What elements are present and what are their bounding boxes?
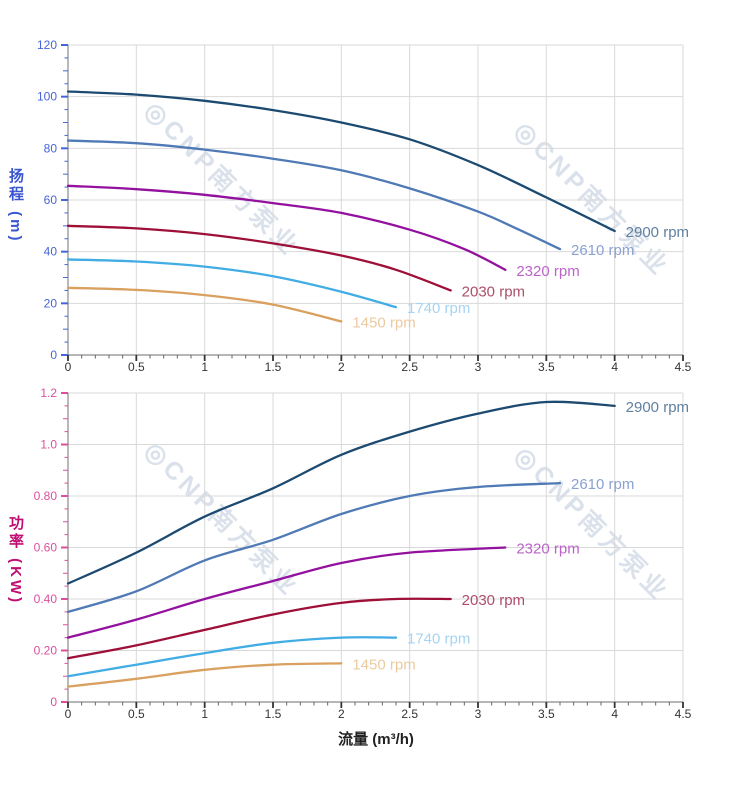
head-series-label-2610-rpm: 2610 rpm [571, 242, 634, 259]
head-axis-title: 扬程 (m) [7, 168, 24, 244]
head-curve-1450-rpm [66, 286, 343, 323]
power-y-tick-label: 1.0 [40, 438, 57, 452]
power-series-label-1450-rpm: 1450 rpm [352, 656, 415, 673]
power-series-label-2610-rpm: 2610 rpm [571, 476, 634, 493]
head-x-tick-label: 4 [611, 360, 618, 374]
head-series-label-1740-rpm: 1740 rpm [407, 300, 470, 317]
head-curve-2030-rpm [66, 224, 452, 292]
head-y-tick-label: 40 [44, 245, 58, 259]
head-curve-2900-rpm [66, 90, 616, 233]
power-x-tick-label: 2 [338, 707, 345, 721]
power-y-tick-label: 0 [50, 695, 57, 709]
head-x-tick-label: 1 [201, 360, 208, 374]
head-curve-2320-rpm [66, 184, 507, 271]
head-x-tick-label: 3 [475, 360, 482, 374]
power-x-tick-label: 0.5 [128, 707, 145, 721]
power-x-tick-label: 1.5 [265, 707, 282, 721]
power-x-tick-label: 1 [201, 707, 208, 721]
power-x-tick-label: 0 [65, 707, 72, 721]
head-y-tick-label: 20 [44, 296, 58, 310]
head-x-tick-label: 2.5 [401, 360, 418, 374]
power-curve-1740-rpm [66, 636, 398, 678]
head-series-label-2030-rpm: 2030 rpm [462, 283, 525, 300]
power-series-label-2320-rpm: 2320 rpm [516, 541, 579, 558]
head-y-tick-label: 100 [37, 90, 57, 104]
head-x-tick-label: 3.5 [538, 360, 555, 374]
power-y-tick-label: 1.2 [40, 386, 57, 400]
power-y-tick-label: 0.80 [34, 489, 58, 503]
power-x-tick-label: 4.5 [675, 707, 692, 721]
head-curve-2610-rpm [66, 139, 562, 251]
power-y-tick-label: 0.20 [34, 644, 58, 658]
power-x-tick-label: 4 [611, 707, 618, 721]
flow-axis-title: 流量 (m³/h) [338, 731, 414, 748]
power-curve-2030-rpm [66, 597, 452, 660]
head-y-tick-label: 60 [44, 193, 58, 207]
power-x-tick-label: 3.5 [538, 707, 555, 721]
power-series-label-2900-rpm: 2900 rpm [626, 399, 689, 416]
head-x-tick-label: 1.5 [265, 360, 282, 374]
power-curve-2900-rpm [66, 400, 616, 585]
head-y-tick-label: 120 [37, 38, 57, 52]
head-x-tick-label: 0 [65, 360, 72, 374]
power-series-label-2030-rpm: 2030 rpm [462, 592, 525, 609]
head-x-tick-label: 2 [338, 360, 345, 374]
power-y-tick-label: 0.40 [34, 592, 58, 606]
power-curve-2320-rpm [66, 546, 507, 639]
head-series-label-1450-rpm: 1450 rpm [352, 314, 415, 331]
head-series-label-2320-rpm: 2320 rpm [516, 263, 579, 280]
head-x-tick-label: 4.5 [675, 360, 692, 374]
power-axis-title: 功率 (KW) [7, 515, 24, 606]
power-series-label-1740-rpm: 1740 rpm [407, 631, 470, 648]
power-curve-1450-rpm [66, 662, 343, 688]
power-curve-2610-rpm [66, 481, 562, 614]
head-y-tick-label: 0 [50, 348, 57, 362]
head-curve-1740-rpm [66, 258, 398, 309]
power-x-tick-label: 3 [475, 707, 482, 721]
head-series-label-2900-rpm: 2900 rpm [626, 224, 689, 241]
power-x-tick-label: 2.5 [401, 707, 418, 721]
head-y-tick-label: 80 [44, 141, 58, 155]
power-y-tick-label: 0.60 [34, 541, 58, 555]
head-x-tick-label: 0.5 [128, 360, 145, 374]
